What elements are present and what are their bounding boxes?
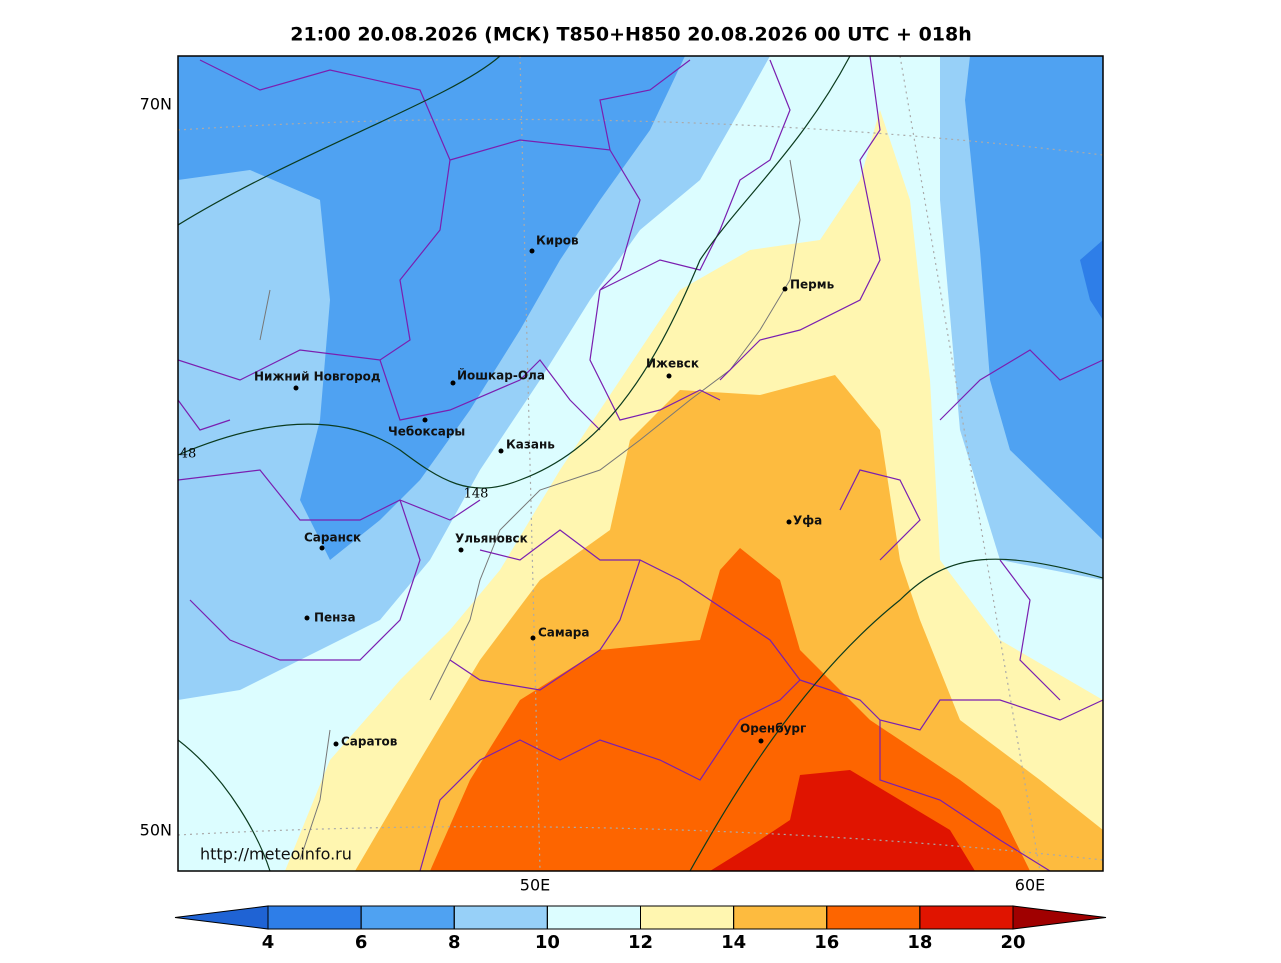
lat-label: 50N [140,821,172,840]
colorbar-tick-label: 16 [814,932,839,953]
city-label: Саранск [304,531,361,545]
colorbar-extend [174,905,269,930]
city-label: Пермь [790,278,835,292]
city-dot [666,373,672,379]
city-label: Йошкар-Ола [457,368,545,383]
contour-label: 148 [464,487,489,502]
colorbar-tick-label: 20 [1000,932,1025,953]
city-label: Оренбург [740,722,806,736]
city-label: Ульяновск [455,532,528,546]
region-border [178,56,1103,871]
colorbar-tick-label: 4 [262,932,275,953]
city-dot [458,547,464,553]
city-dot [529,248,535,254]
colorbar-tick-label: 10 [535,932,560,953]
colorbar-segment [267,905,362,930]
temp-band [1080,240,1103,320]
city-label: Ижевск [646,357,699,371]
credit: http://meteoinfo.ru [200,845,352,864]
city-dot [498,448,504,454]
city-label: Уфа [793,514,822,528]
city-label: Саратов [341,735,398,749]
colorbar-segment [640,905,735,930]
lon-label: 50E [520,876,550,895]
colorbar-tick-label: 6 [355,932,368,953]
colorbar-tick-label: 14 [721,932,746,953]
city-label: Пенза [314,611,356,625]
city-dot [530,635,536,641]
city-label: Чебоксары [388,425,465,439]
colorbar-extend [1012,905,1107,930]
colorbar-segment [826,905,921,930]
map-frame [177,55,1104,872]
colorbar-tick-label: 12 [628,932,653,953]
city-dot [304,615,310,621]
city-label: Нижний Новгород [254,370,381,384]
colorbar-tick-label: 18 [907,932,932,953]
graticule [178,56,1103,871]
city-dot [450,380,456,386]
map: Киров Пермь Ижевск Нижний Новгород Йошкар-Ол… [178,56,1103,871]
colorbar-segment [919,905,1014,930]
city-dot [782,286,788,292]
colorbar-segment [733,905,828,930]
height-contour [178,56,1103,871]
city-dot [786,519,792,525]
lat-label: 70N [140,95,172,114]
colorbar-tick-label: 8 [448,932,461,953]
colorbar-segment [453,905,548,930]
lon-label: 60E [1015,876,1045,895]
temp-band [178,56,685,560]
contour-label: 48 [180,447,197,462]
colorbar-segment [360,905,455,930]
city-label: Киров [536,234,579,248]
city-label: Самара [538,626,590,640]
city-dot [333,741,339,747]
title: 21:00 20.08.2026 (МСК) T850+H850 20.08.2… [290,24,972,46]
city-dot [422,417,428,423]
temp-band [965,56,1103,540]
city-dot [319,545,325,551]
temp-band [710,770,975,871]
city-label: Казань [506,438,555,452]
city-dot [293,385,299,391]
city-dot [758,738,764,744]
colorbar: 4 6 8 10 12 14 16 18 20 [174,905,1107,953]
colorbar-segment [546,905,641,930]
